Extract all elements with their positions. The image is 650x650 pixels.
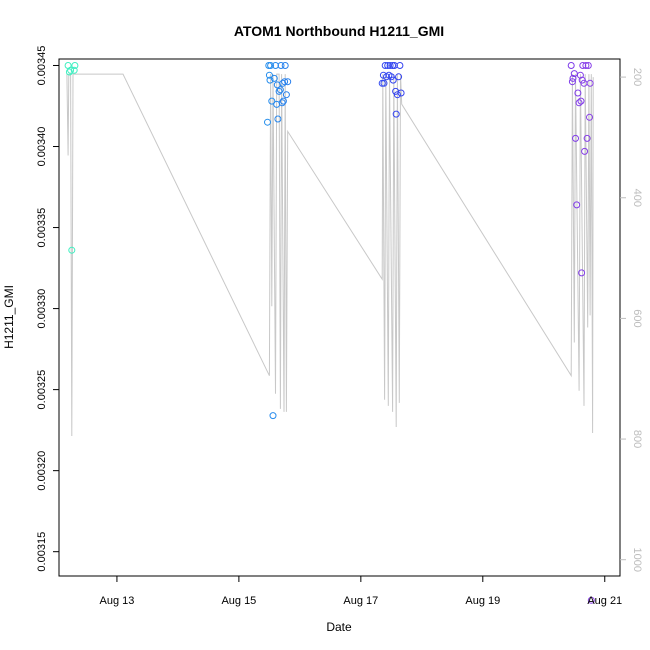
y2-tick-label: 600 — [631, 309, 643, 327]
data-point — [68, 246, 76, 254]
data-point — [389, 76, 397, 84]
data-point — [282, 91, 290, 99]
x-tick-label: Aug 17 — [343, 595, 378, 607]
data-point — [395, 73, 403, 81]
data-point — [279, 79, 287, 87]
point-layer — [64, 62, 595, 604]
data-point — [384, 62, 392, 69]
data-point — [581, 147, 589, 155]
y-tick-label: 0.00325 — [36, 370, 48, 410]
data-point — [278, 99, 286, 107]
data-point — [265, 71, 273, 79]
line-layer — [66, 73, 594, 437]
data-point — [268, 97, 276, 105]
data-point — [284, 78, 292, 86]
y-tick-label: 0.00340 — [36, 127, 48, 167]
x-axis: Aug 13 Aug 15 Aug 17 Aug 19 Aug 21 — [99, 576, 622, 607]
plot-frame — [58, 58, 621, 577]
data-point — [576, 71, 584, 79]
data-point — [586, 79, 594, 87]
data-point — [65, 68, 73, 76]
data-point — [281, 62, 289, 69]
x-axis-label: Date — [326, 620, 352, 634]
data-point — [381, 62, 389, 69]
data-point — [264, 118, 271, 126]
data-point — [277, 62, 285, 69]
data-point — [584, 62, 592, 69]
x-tick-label: Aug 15 — [221, 595, 256, 607]
data-point — [70, 66, 78, 74]
data-point — [276, 86, 284, 94]
data-point — [578, 269, 586, 277]
data-point — [586, 113, 593, 121]
data-point — [569, 74, 577, 82]
chart-title: ATOM1 Northbound H1211_GMI — [234, 23, 444, 39]
data-point — [573, 201, 581, 209]
data-point — [577, 97, 585, 105]
x-tick-label: Aug 13 — [99, 595, 134, 607]
data-point — [275, 87, 283, 95]
data-point — [392, 110, 400, 118]
x-tick-label: Aug 19 — [465, 595, 500, 607]
data-point — [575, 99, 583, 107]
y2-tick-label: 400 — [631, 189, 643, 207]
data-point — [266, 76, 274, 84]
data-point — [393, 91, 401, 99]
data-point — [279, 97, 287, 105]
data-point — [583, 134, 591, 142]
data-point — [587, 596, 595, 604]
y2-tick-label: 200 — [631, 68, 643, 86]
data-point — [67, 66, 75, 74]
data-point — [567, 62, 575, 69]
y-tick-label: 0.00335 — [36, 208, 48, 248]
data-point — [582, 62, 590, 69]
y2-tick-label: 800 — [631, 430, 643, 448]
data-point — [568, 78, 576, 86]
series-line — [66, 73, 594, 437]
data-point — [269, 412, 277, 420]
data-point — [574, 89, 582, 97]
y-tick-label: 0.00320 — [36, 451, 48, 491]
y-tick-label: 0.00330 — [36, 289, 48, 329]
x-tick-label: Aug 21 — [587, 595, 622, 607]
data-point — [267, 62, 275, 69]
data-point — [281, 78, 289, 86]
data-point — [397, 89, 405, 97]
data-point — [396, 62, 404, 69]
y-tick-label: 0.00315 — [36, 532, 48, 572]
data-point — [380, 79, 388, 87]
y2-axis: 200 400 600 800 1000 — [620, 68, 643, 572]
data-point — [274, 115, 282, 123]
data-point — [71, 62, 79, 69]
y-axis: 0.00315 0.00320 0.00325 0.00330 0.00335 0.003… — [36, 46, 59, 572]
data-point — [386, 62, 394, 69]
data-point — [572, 134, 579, 142]
y-tick-label: 0.00345 — [36, 46, 48, 86]
y2-tick-label: 1000 — [631, 547, 643, 571]
y-axis-label: H1211_GMI — [2, 285, 16, 349]
data-point — [270, 74, 278, 82]
